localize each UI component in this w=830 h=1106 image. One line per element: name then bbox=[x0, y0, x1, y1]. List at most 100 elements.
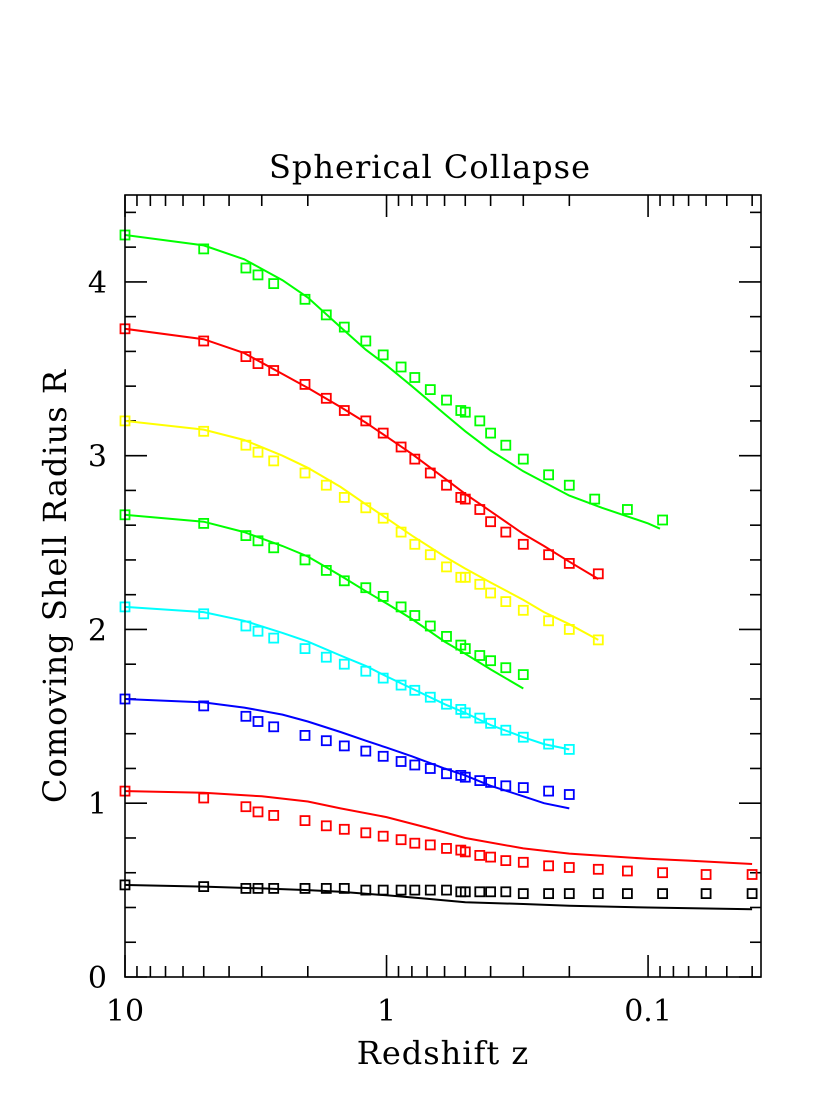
data-point bbox=[299, 378, 311, 390]
data-point bbox=[543, 549, 554, 561]
data-point bbox=[441, 843, 452, 854]
y-tick-label: 0 bbox=[88, 961, 107, 996]
data-point bbox=[252, 625, 264, 637]
data-point bbox=[459, 771, 471, 783]
data-point bbox=[500, 855, 512, 866]
data-point bbox=[395, 756, 407, 767]
data-point bbox=[474, 712, 486, 724]
data-point bbox=[299, 554, 311, 566]
series-points bbox=[119, 229, 758, 899]
data-point bbox=[459, 406, 471, 418]
data-point bbox=[299, 643, 311, 654]
data-point bbox=[299, 730, 311, 741]
data-point bbox=[299, 815, 311, 826]
x-tick-label: 1 bbox=[377, 994, 396, 1029]
data-point bbox=[377, 591, 389, 602]
data-point bbox=[360, 415, 372, 427]
data-point bbox=[338, 321, 350, 333]
data-point bbox=[360, 335, 372, 347]
data-point bbox=[240, 439, 252, 451]
data-point bbox=[474, 578, 486, 590]
data-point bbox=[424, 763, 436, 774]
data-point bbox=[563, 624, 575, 635]
data-point bbox=[500, 724, 512, 736]
data-point bbox=[268, 632, 280, 644]
data-point bbox=[360, 502, 372, 514]
data-point bbox=[700, 869, 712, 880]
data-point bbox=[485, 886, 497, 898]
data-point bbox=[409, 837, 421, 849]
data-point bbox=[459, 886, 471, 898]
x-axis-title: Redshift z bbox=[357, 1034, 530, 1072]
data-point bbox=[622, 888, 633, 899]
y-tick-label: 1 bbox=[88, 787, 107, 822]
data-point bbox=[299, 467, 311, 479]
x-tick-label: 10 bbox=[106, 994, 144, 1029]
data-point bbox=[622, 865, 633, 877]
data-point bbox=[409, 453, 421, 465]
data-point bbox=[395, 361, 407, 373]
data-point bbox=[500, 886, 512, 898]
data-point bbox=[485, 851, 497, 863]
data-point bbox=[424, 467, 436, 479]
series-line-5 bbox=[124, 605, 570, 751]
data-point bbox=[563, 744, 575, 755]
data-point bbox=[338, 658, 350, 670]
data-point bbox=[441, 768, 452, 780]
data-point bbox=[474, 650, 486, 661]
data-point bbox=[198, 425, 210, 437]
data-point bbox=[409, 538, 421, 550]
plot-frame bbox=[124, 194, 762, 978]
data-point bbox=[252, 716, 264, 727]
data-point bbox=[252, 446, 264, 458]
data-point bbox=[517, 856, 529, 868]
data-point bbox=[377, 349, 389, 361]
data-point bbox=[517, 669, 529, 680]
data-point bbox=[240, 710, 252, 722]
data-point bbox=[240, 801, 252, 813]
data-point bbox=[240, 883, 252, 894]
data-point bbox=[338, 883, 350, 894]
data-point bbox=[377, 512, 389, 524]
data-point bbox=[746, 888, 758, 899]
data-point bbox=[543, 615, 554, 627]
data-point bbox=[424, 620, 436, 632]
data-point bbox=[592, 888, 604, 899]
data-point bbox=[700, 888, 712, 899]
axis-ticks bbox=[124, 195, 761, 978]
series-line-7 bbox=[124, 790, 753, 865]
data-point bbox=[360, 665, 372, 677]
data-point bbox=[441, 884, 452, 896]
data-point bbox=[543, 785, 554, 797]
data-point bbox=[657, 514, 668, 526]
data-point bbox=[268, 542, 280, 554]
data-point bbox=[320, 309, 332, 321]
data-point bbox=[268, 721, 280, 733]
data-point bbox=[441, 561, 452, 573]
data-point bbox=[657, 888, 668, 899]
data-point bbox=[441, 394, 452, 406]
data-point bbox=[424, 884, 436, 896]
data-point bbox=[543, 860, 554, 872]
data-point bbox=[622, 504, 633, 515]
data-point bbox=[299, 883, 311, 894]
data-point bbox=[424, 691, 436, 703]
data-point bbox=[563, 558, 575, 569]
data-point bbox=[485, 655, 497, 667]
data-point bbox=[441, 698, 452, 710]
data-point bbox=[485, 777, 497, 788]
tick-labels: 10 1 0.1 0 1 2 3 4 bbox=[88, 266, 672, 1029]
data-point bbox=[409, 684, 421, 696]
data-point bbox=[500, 439, 512, 451]
data-point bbox=[252, 358, 264, 370]
data-point bbox=[377, 830, 389, 842]
data-point bbox=[198, 518, 210, 529]
data-point bbox=[517, 888, 529, 899]
data-point bbox=[338, 491, 350, 503]
data-point bbox=[320, 392, 332, 404]
data-point bbox=[360, 745, 372, 757]
series-line-6 bbox=[124, 698, 570, 810]
data-point bbox=[424, 839, 436, 851]
data-point bbox=[485, 516, 497, 528]
data-point bbox=[395, 601, 407, 613]
